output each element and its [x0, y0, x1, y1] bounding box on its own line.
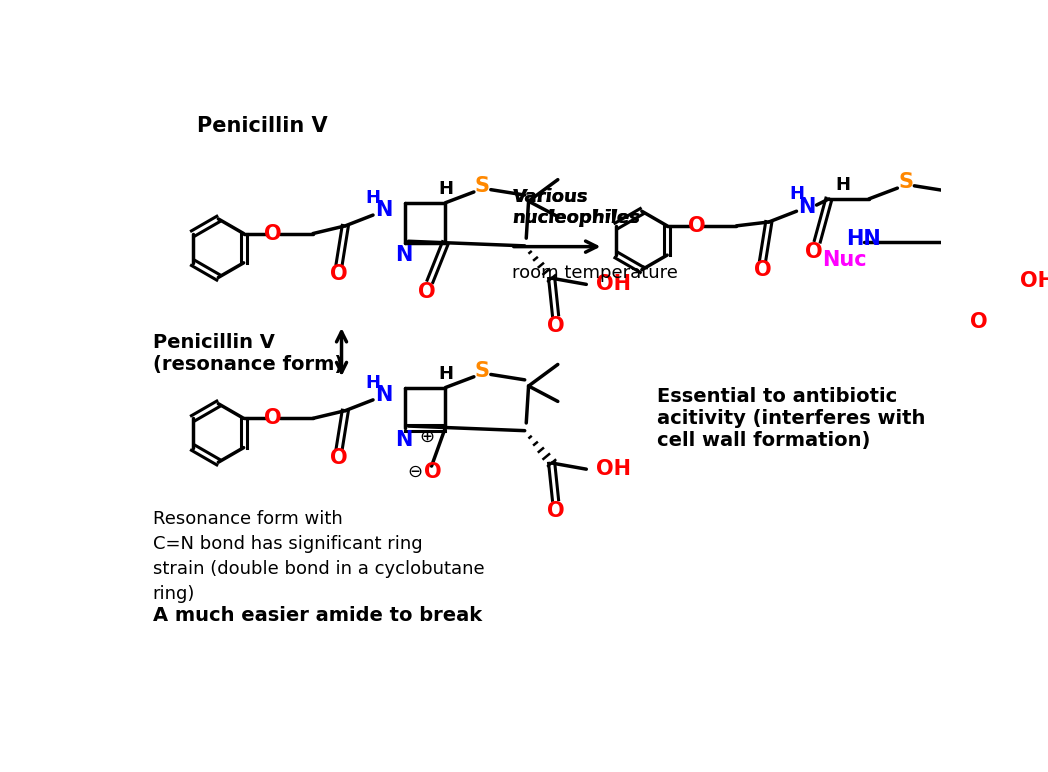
Text: O: O	[264, 408, 282, 428]
Text: ⊖: ⊖	[407, 463, 422, 481]
Text: Penicillin V
(resonance form): Penicillin V (resonance form)	[153, 333, 343, 374]
Text: O: O	[264, 224, 282, 243]
Text: N: N	[799, 197, 816, 217]
Text: H: H	[835, 176, 850, 194]
Text: H: H	[366, 189, 380, 207]
Text: OH: OH	[1020, 270, 1048, 290]
Text: H: H	[438, 364, 453, 383]
Text: room temperature: room temperature	[512, 263, 678, 282]
Text: O: O	[970, 312, 988, 332]
Text: S: S	[475, 361, 489, 381]
Text: O: O	[424, 462, 442, 482]
Text: O: O	[547, 316, 564, 336]
Text: S: S	[898, 172, 914, 192]
Text: O: O	[418, 282, 436, 302]
Text: Penicillin V: Penicillin V	[197, 116, 327, 136]
Text: Nuc: Nuc	[822, 250, 867, 270]
Text: H: H	[438, 180, 453, 198]
Text: O: O	[330, 449, 348, 469]
Text: Essential to antibiotic
acitivity (interferes with
cell wall formation): Essential to antibiotic acitivity (inter…	[657, 387, 925, 450]
Text: HN: HN	[846, 229, 880, 249]
Text: H: H	[789, 185, 804, 203]
Text: O: O	[754, 259, 771, 279]
Text: N: N	[395, 245, 413, 265]
Text: Resonance form with
C=N bond has significant ring
strain (double bond in a cyclo: Resonance form with C=N bond has signifi…	[153, 510, 484, 603]
Text: Various
nucleophiles: Various nucleophiles	[512, 188, 640, 227]
Text: OH: OH	[596, 459, 631, 479]
Text: Various
nucleophiles: Various nucleophiles	[512, 188, 640, 227]
Text: ⊕: ⊕	[419, 428, 435, 445]
Text: N: N	[375, 201, 393, 221]
Text: N: N	[375, 385, 393, 405]
Text: S: S	[475, 176, 489, 196]
Text: O: O	[330, 263, 348, 283]
Text: O: O	[547, 501, 564, 521]
Text: H: H	[366, 374, 380, 392]
Text: O: O	[806, 242, 823, 262]
Text: OH: OH	[596, 274, 631, 294]
Text: A much easier amide to break: A much easier amide to break	[153, 606, 482, 625]
Text: O: O	[687, 216, 705, 236]
Text: N: N	[395, 430, 413, 450]
